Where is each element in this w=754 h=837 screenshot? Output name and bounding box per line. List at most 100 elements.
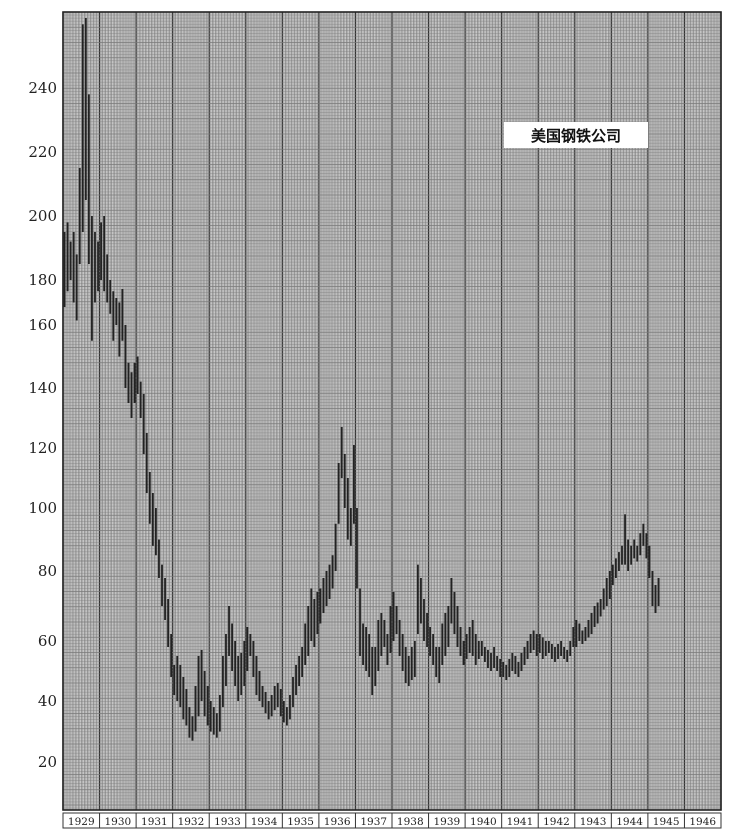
price-bar — [563, 647, 566, 659]
price-bar — [112, 291, 115, 341]
price-bar — [154, 508, 157, 556]
price-bar — [182, 677, 185, 720]
price-bar — [462, 641, 465, 665]
y-tick-label: 60 — [38, 632, 57, 650]
price-bar — [517, 662, 520, 677]
price-bar — [514, 656, 517, 674]
price-bar — [109, 280, 112, 314]
price-bar — [508, 659, 511, 677]
price-bar — [654, 585, 657, 613]
price-bar — [429, 627, 431, 656]
price-bar — [547, 641, 550, 653]
price-bar — [228, 606, 230, 656]
x-axis: 1929 1930 1931 1932 1933 1934 1935 1936 1937 1938… — [62, 812, 722, 829]
price-bar — [380, 613, 383, 656]
x-tick-label: 1929 — [68, 816, 95, 828]
price-bar — [499, 659, 502, 677]
y-tick-label: 40 — [38, 692, 57, 710]
price-bar — [340, 427, 343, 478]
price-bar — [441, 623, 444, 665]
price-bar — [465, 634, 468, 659]
price-bar — [307, 606, 310, 656]
price-bar — [176, 656, 179, 701]
price-bar — [587, 620, 590, 638]
chart-title-text: 美国钢铁公司 — [531, 127, 621, 145]
price-bar — [81, 24, 84, 233]
chart-title: 美国钢铁公司 — [504, 122, 648, 148]
price-bar — [435, 647, 438, 677]
price-bar — [197, 656, 200, 717]
price-bar — [118, 302, 121, 357]
x-tick-label: 1938 — [397, 816, 424, 828]
price-bar — [270, 695, 273, 717]
price-bar — [602, 588, 605, 610]
price-bar — [356, 508, 358, 589]
x-tick-label: 1937 — [360, 816, 387, 828]
price-bar — [130, 372, 133, 418]
price-bar — [346, 478, 349, 540]
price-bar — [298, 656, 301, 686]
price-bar — [404, 647, 407, 683]
price-bar — [447, 606, 450, 647]
price-bar — [161, 564, 163, 606]
price-bar — [538, 634, 541, 653]
price-bar — [295, 665, 297, 695]
price-bar — [127, 362, 130, 403]
price-bar — [289, 695, 291, 720]
price-bar — [261, 686, 264, 708]
price-bars — [63, 18, 660, 741]
price-bar — [505, 665, 508, 680]
plot-border — [62, 11, 722, 811]
price-bar — [614, 558, 617, 578]
price-bar — [487, 650, 489, 668]
price-bar — [596, 602, 599, 624]
x-tick-label: 1932 — [178, 816, 205, 828]
price-bar — [611, 564, 614, 585]
price-bar — [389, 606, 392, 653]
price-bar — [541, 637, 544, 659]
price-bar — [136, 356, 139, 394]
price-bar — [353, 445, 355, 524]
price-bar — [636, 545, 639, 562]
price-bar — [206, 686, 209, 726]
price-bar — [252, 641, 255, 677]
price-bar — [179, 665, 182, 708]
price-bar — [75, 254, 78, 321]
price-bar — [209, 701, 212, 732]
price-bar — [432, 634, 435, 665]
x-tick-label: 1931 — [141, 816, 168, 828]
price-bar — [215, 713, 218, 738]
price-bar — [483, 647, 486, 662]
x-tick-label: 1941 — [507, 816, 534, 828]
price-bar — [66, 222, 69, 292]
price-bar — [599, 599, 602, 617]
price-bar — [426, 613, 428, 647]
price-bar — [234, 641, 237, 686]
y-tick-label: 140 — [28, 379, 57, 397]
price-bar — [69, 241, 72, 280]
price-bar — [529, 634, 532, 653]
price-bar — [413, 641, 416, 677]
price-bar — [91, 216, 93, 341]
price-bar — [106, 254, 109, 303]
price-bar — [496, 656, 499, 671]
price-bar — [279, 689, 282, 717]
y-tick-label: 180 — [28, 271, 57, 289]
price-bar — [301, 647, 304, 677]
price-bar — [651, 571, 654, 606]
price-bar — [78, 168, 81, 264]
price-bar — [639, 533, 642, 556]
price-bar — [374, 647, 377, 686]
x-tick-label: 1946 — [689, 816, 716, 828]
y-tick-label: 80 — [38, 562, 57, 580]
price-bar — [258, 671, 261, 701]
price-bar — [246, 627, 249, 671]
price-bar — [648, 545, 651, 578]
price-bar — [337, 463, 340, 524]
price-bar — [456, 606, 459, 647]
price-bar — [158, 539, 160, 578]
price-bar — [605, 578, 608, 606]
price-bar — [584, 627, 587, 641]
price-bar — [371, 647, 374, 695]
